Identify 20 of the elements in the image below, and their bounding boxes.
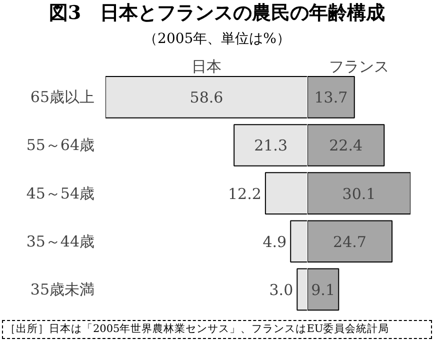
data-label: 24.7 — [333, 233, 366, 252]
series-label: フランス — [329, 58, 389, 76]
data-label: 4.9 — [262, 233, 287, 252]
y-tick-label: 65歳以上 — [30, 88, 95, 106]
chart-subtitle: （2005年、単位は%） — [144, 30, 290, 50]
y-tick-label: 35～44歳 — [26, 232, 95, 251]
chart-title: 図3 日本とフランスの農民の年齢構成 — [48, 1, 386, 26]
y-tick-label: 45～54歳 — [26, 184, 95, 202]
y-tick-label: 35歳未満 — [30, 280, 95, 299]
series-label: 日本 — [192, 58, 222, 76]
data-label: 9.1 — [311, 281, 335, 300]
text: ［出所］日本は「2005年世界農林業センサス」、フランスはEU委員会統計局 — [5, 322, 390, 338]
data-label: 30.1 — [342, 184, 376, 203]
data-label: 3.0 — [269, 281, 294, 300]
data-label: 58.6 — [190, 88, 224, 107]
data-label: 12.2 — [228, 184, 262, 203]
data-label: 21.3 — [254, 136, 288, 155]
y-tick-label: 55～64歳 — [26, 136, 95, 154]
data-label: 13.7 — [314, 88, 348, 107]
data-label: 22.4 — [329, 136, 363, 155]
